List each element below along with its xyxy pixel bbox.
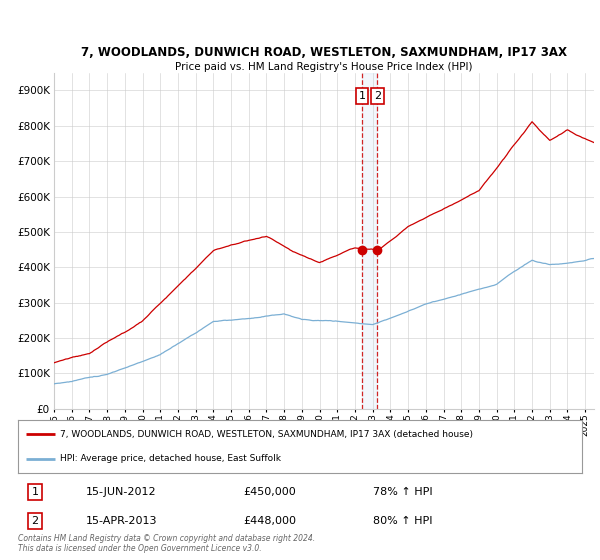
- Text: £448,000: £448,000: [244, 516, 296, 526]
- Text: 1: 1: [358, 91, 365, 101]
- Text: 7, WOODLANDS, DUNWICH ROAD, WESTLETON, SAXMUNDHAM, IP17 3AX (detached house): 7, WOODLANDS, DUNWICH ROAD, WESTLETON, S…: [60, 430, 473, 439]
- Text: HPI: Average price, detached house, East Suffolk: HPI: Average price, detached house, East…: [60, 454, 281, 463]
- Text: Price paid vs. HM Land Registry's House Price Index (HPI): Price paid vs. HM Land Registry's House …: [175, 62, 473, 72]
- Text: 2: 2: [31, 516, 38, 526]
- Text: £450,000: £450,000: [244, 487, 296, 497]
- Text: Contains HM Land Registry data © Crown copyright and database right 2024.
This d: Contains HM Land Registry data © Crown c…: [18, 534, 315, 553]
- Bar: [362, 73, 377, 409]
- Text: 78% ↑ HPI: 78% ↑ HPI: [373, 487, 433, 497]
- Text: 15-APR-2013: 15-APR-2013: [86, 516, 157, 526]
- Text: 2: 2: [374, 91, 381, 101]
- Text: 7, WOODLANDS, DUNWICH ROAD, WESTLETON, SAXMUNDHAM, IP17 3AX: 7, WOODLANDS, DUNWICH ROAD, WESTLETON, S…: [81, 46, 567, 59]
- Text: 1: 1: [31, 487, 38, 497]
- Text: 15-JUN-2012: 15-JUN-2012: [86, 487, 157, 497]
- Text: 80% ↑ HPI: 80% ↑ HPI: [373, 516, 433, 526]
